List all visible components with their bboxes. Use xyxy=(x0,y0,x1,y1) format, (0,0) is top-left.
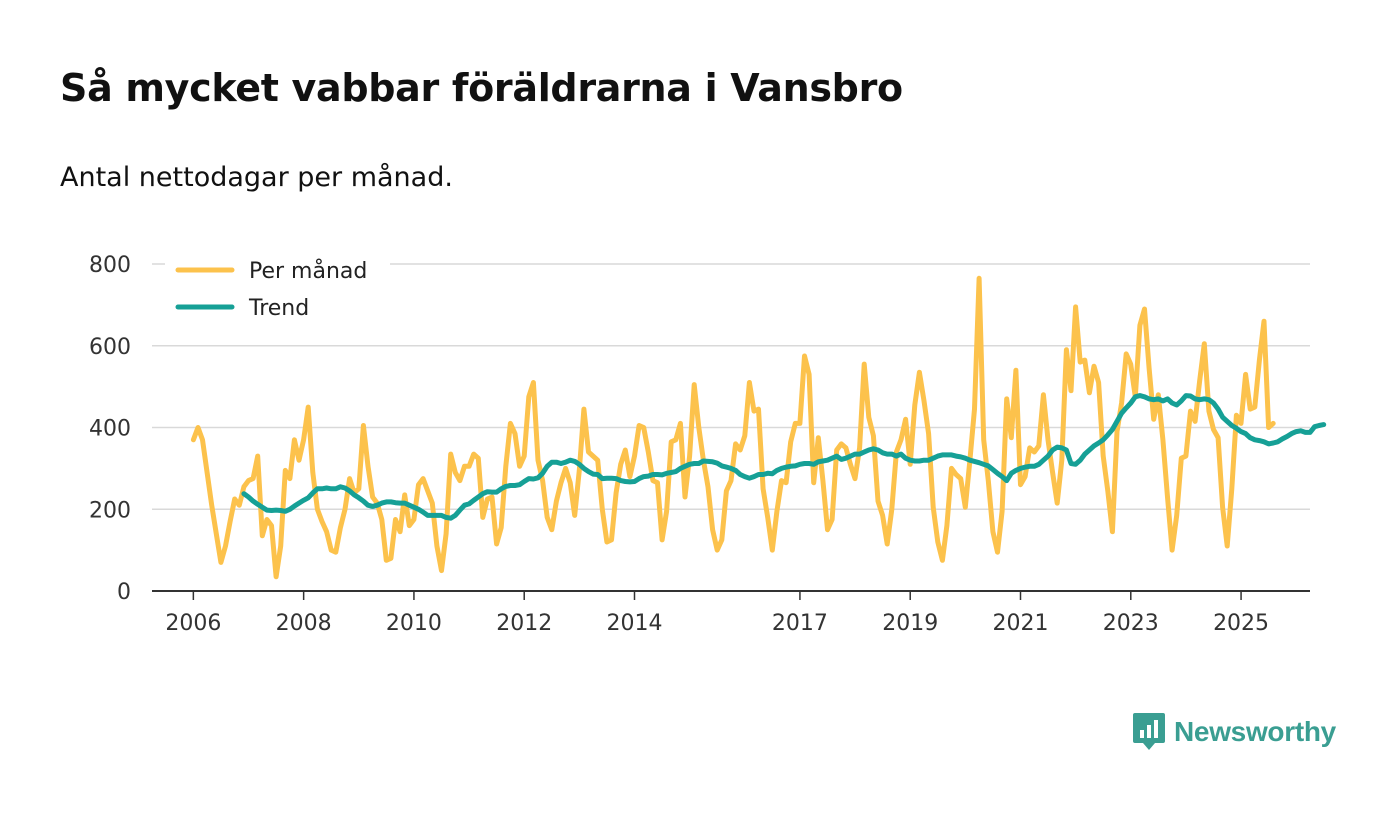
x-tick-label: 2019 xyxy=(882,611,938,636)
legend-background xyxy=(165,252,390,328)
x-tick-label: 2012 xyxy=(496,611,552,636)
legend-label-trend: Trend xyxy=(248,296,309,321)
legend: Per månad Trend xyxy=(165,252,390,328)
y-tick-label: 200 xyxy=(89,498,131,523)
y-axis-ticks: 0 200 400 600 800 xyxy=(89,253,131,605)
series-lines xyxy=(190,275,1327,580)
x-tick-label: 2023 xyxy=(1103,611,1159,636)
legend-label-per-manad: Per månad xyxy=(249,258,367,284)
brand-logo: Newsworthy xyxy=(1132,712,1336,752)
chart-title: Så mycket vabbar föräldrarna i Vansbro xyxy=(60,66,903,110)
series-line-per-manad xyxy=(190,275,1276,580)
x-tick-label: 2017 xyxy=(772,611,828,636)
newsworthy-logo-icon xyxy=(1133,713,1165,750)
series-line-trend xyxy=(241,393,1327,521)
y-tick-label: 400 xyxy=(89,417,131,442)
x-tick-label: 2021 xyxy=(993,611,1049,636)
x-axis-ticks: 2006 2008 2010 2012 2014 2017 2019 2021 2023 2025 xyxy=(165,591,1269,636)
x-tick-label: 2014 xyxy=(607,611,663,636)
y-tick-label: 600 xyxy=(89,335,131,360)
x-tick-label: 2008 xyxy=(276,611,332,636)
y-tick-label: 0 xyxy=(117,580,131,605)
brand-name: Newsworthy xyxy=(1174,716,1336,747)
x-tick-label: 2025 xyxy=(1213,611,1269,636)
x-tick-label: 2010 xyxy=(386,611,442,636)
x-tick-label: 2006 xyxy=(165,611,221,636)
chart-subtitle: Antal nettodagar per månad. xyxy=(60,162,453,193)
y-tick-label: 800 xyxy=(89,253,131,278)
